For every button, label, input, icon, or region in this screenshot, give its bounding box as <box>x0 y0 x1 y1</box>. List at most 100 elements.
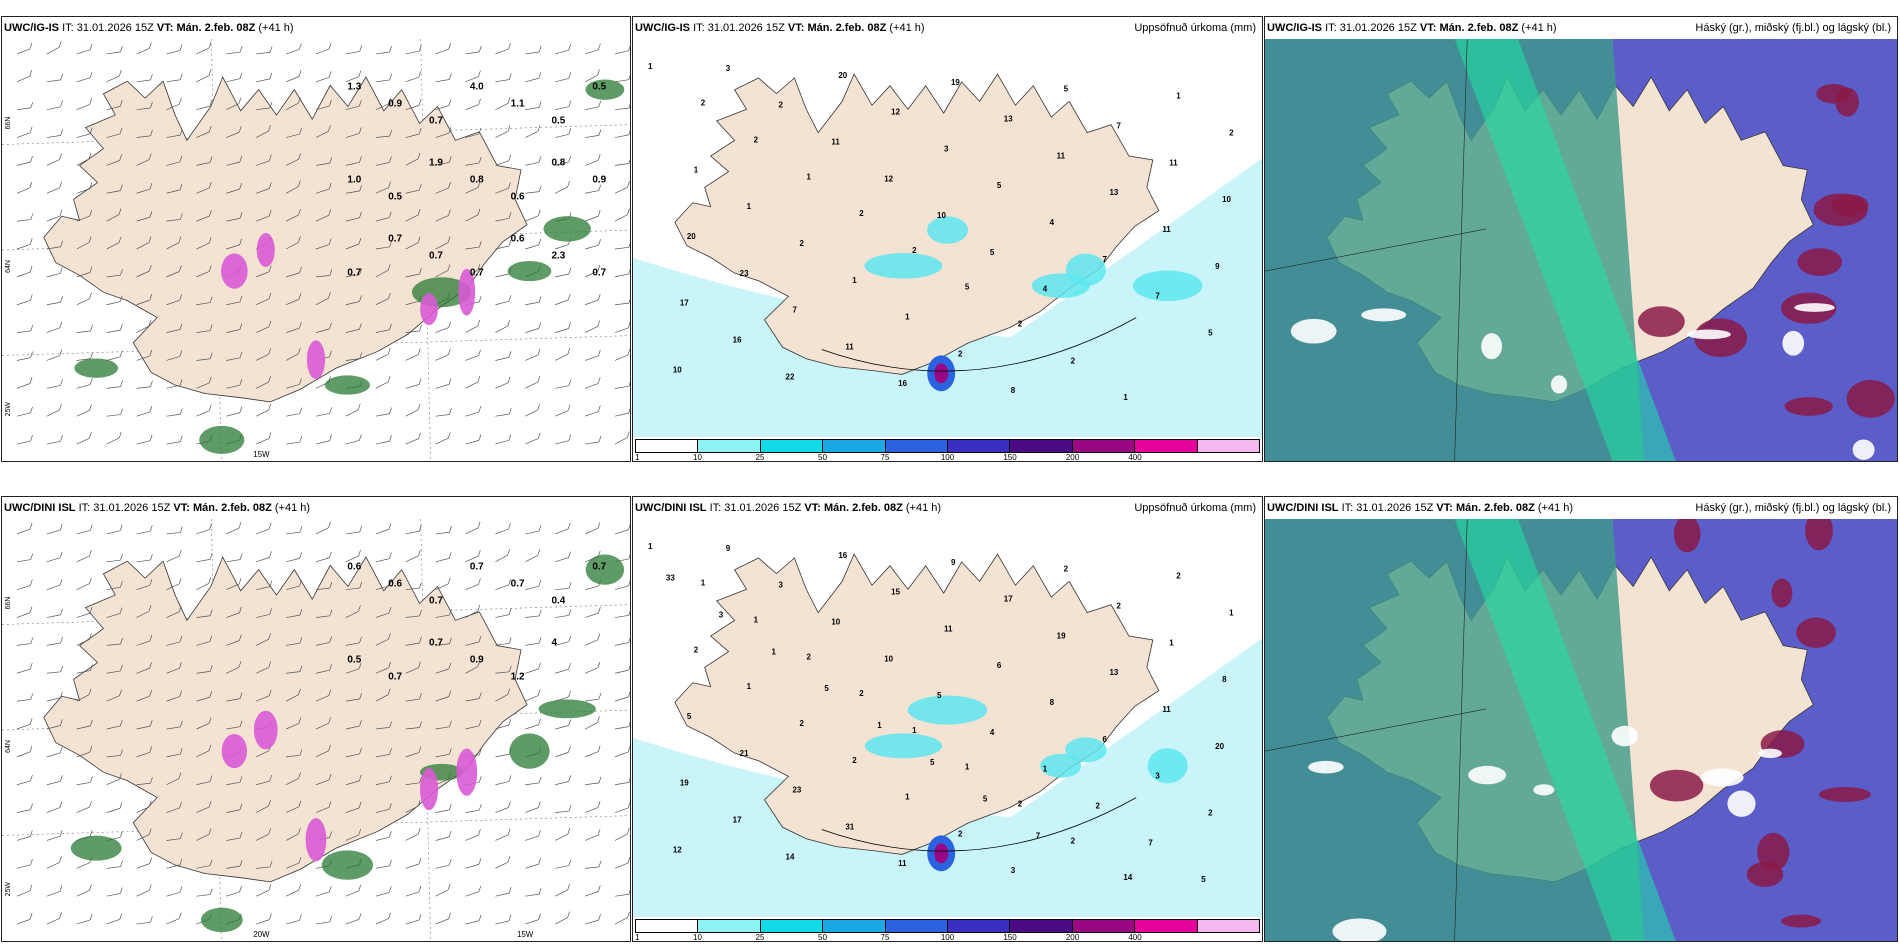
vt-label: VT: <box>804 502 821 514</box>
wind-barb <box>585 612 599 618</box>
wind-barb-flag <box>328 209 332 216</box>
wind-barb-flag <box>448 830 452 837</box>
wind-barb <box>166 918 180 925</box>
wind-barb-flag <box>268 265 272 272</box>
precip-core-max <box>934 363 949 384</box>
wind-barb-flag <box>179 858 183 866</box>
wind-barb <box>375 585 390 591</box>
wind-barb <box>465 641 480 646</box>
precip-value-label: 5 <box>937 691 942 700</box>
precip-value-label: 2 <box>859 209 864 218</box>
wind-barb <box>256 78 270 83</box>
wind-barb-flag <box>567 828 571 835</box>
precip-value-label: 16 <box>733 335 742 344</box>
wind-barb-flag <box>30 156 33 163</box>
wind-barb <box>435 105 450 110</box>
wind-barb <box>285 384 300 389</box>
wind-barb <box>525 51 540 55</box>
wind-barb-flag <box>60 719 63 726</box>
wind-barb-flag <box>417 549 421 556</box>
wind-barb-flag <box>628 777 630 783</box>
precip-value-label: 0.8 <box>470 174 484 185</box>
wind-barb-flag <box>29 126 33 133</box>
wind-barb-flag <box>538 662 541 670</box>
vt-label: VT: <box>1436 502 1453 514</box>
wind-barb-flag <box>627 745 630 753</box>
precip-value-label: 2 <box>701 99 706 108</box>
wind-barb-flag <box>417 828 421 835</box>
wind-barb <box>256 438 270 445</box>
wind-barb <box>106 386 121 389</box>
precip-value-label: 2 <box>799 719 804 728</box>
wind-barb-flag <box>60 691 63 698</box>
wind-barb <box>614 50 629 55</box>
wind-barb-flag <box>567 911 570 918</box>
wind-barb <box>345 753 360 758</box>
wind-barb <box>345 105 360 111</box>
wind-barb <box>405 50 420 55</box>
precip-value-label: 0.7 <box>388 234 402 245</box>
wind-barb-flag <box>389 831 392 838</box>
precip-value-label: 11 <box>845 342 854 351</box>
wind-barb <box>345 301 360 306</box>
wind-barb-flag <box>178 98 182 105</box>
wind-barb-flag <box>478 858 482 865</box>
wind-barb <box>375 638 389 646</box>
wind-barb-flag <box>30 774 33 782</box>
precip-value-label: 2 <box>1071 356 1076 365</box>
wind-barb <box>256 890 270 897</box>
wind-barb <box>345 890 359 897</box>
precip-value-label: 19 <box>1057 631 1066 640</box>
wind-barb-flag <box>148 265 152 272</box>
wind-barb-flag <box>299 526 303 533</box>
legend-swatch <box>636 440 699 452</box>
wind-barb <box>495 584 509 590</box>
legend-ticks: 1 10 25 50 75 100 150 200 400 <box>635 453 1260 461</box>
wind-barb-flag <box>149 662 152 669</box>
wind-barb-flag <box>419 581 422 589</box>
wind-barb <box>435 384 450 389</box>
wind-barb-flag <box>358 884 362 891</box>
wind-barb <box>46 215 60 222</box>
wind-barb-flag <box>359 211 362 218</box>
wind-barb <box>375 270 389 278</box>
snow-patch <box>221 253 248 289</box>
wind-barb-flag <box>389 552 392 559</box>
wind-barb-flag <box>568 775 572 782</box>
wind-barb-flag <box>478 804 482 811</box>
wind-barb-flag <box>538 72 542 79</box>
wind-barb-flag <box>537 376 541 383</box>
wind-barb <box>136 270 150 278</box>
wind-barb <box>555 161 569 166</box>
contour-line <box>821 797 1137 852</box>
wind-barb <box>525 191 540 194</box>
wind-barb-flag <box>60 379 63 386</box>
wind-barb-flag <box>538 238 542 246</box>
precip-value-label: 5 <box>687 712 692 721</box>
cloud-patch-dense <box>1846 379 1895 418</box>
precip-value-label: 13 <box>1004 115 1013 124</box>
wind-barb-flag <box>208 744 212 751</box>
wind-barb-flag <box>29 830 33 837</box>
precip-value-label: 0.6 <box>511 191 525 202</box>
wind-barb-flag <box>597 885 601 892</box>
wind-barb <box>46 557 61 563</box>
lat-label: 66N <box>5 117 12 130</box>
wind-barb <box>196 105 210 111</box>
wind-barb <box>315 215 329 222</box>
wind-barb-flag <box>298 884 302 891</box>
wind-barb-flag <box>628 129 630 135</box>
wind-barb <box>555 587 570 591</box>
wind-barb <box>555 273 569 278</box>
wind-barb-flag <box>208 828 212 835</box>
precip-value-label: 17 <box>1004 595 1013 604</box>
wind-barb <box>286 671 300 674</box>
rain-patch <box>538 699 596 719</box>
wind-barb-flag <box>29 606 33 613</box>
wind-barb-flag <box>208 125 212 133</box>
wind-barb <box>315 244 330 250</box>
wind-barb-flag <box>90 352 93 359</box>
wind-barb-flag <box>149 294 153 301</box>
precip-value-label: 11 <box>831 137 840 146</box>
wind-barb-flag <box>388 606 392 614</box>
